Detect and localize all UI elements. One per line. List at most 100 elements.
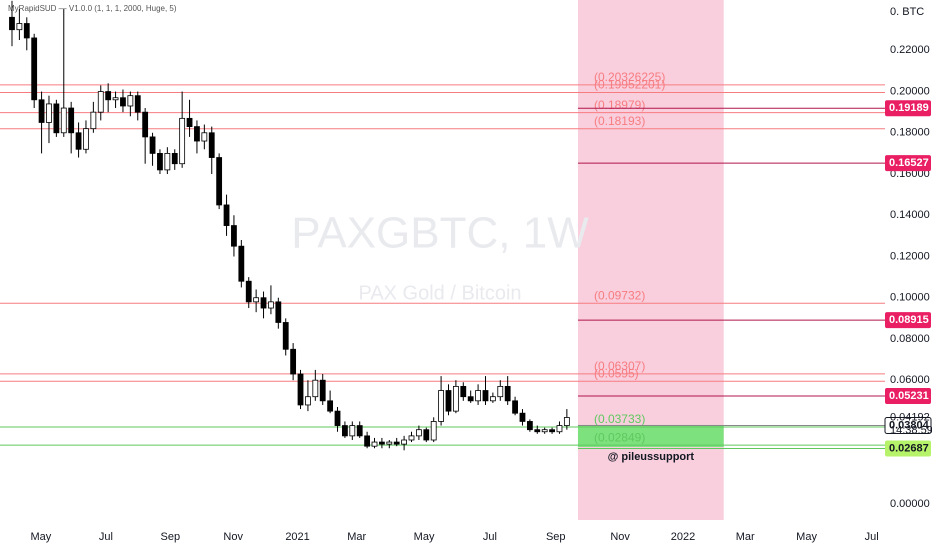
y-tick-label: 0.14000 <box>890 209 930 221</box>
candle-body <box>556 425 563 433</box>
watermark-title: PAXGBTC, 1W <box>291 209 589 258</box>
candle-body <box>297 373 304 406</box>
candle-body <box>23 23 30 39</box>
candle-body <box>415 429 422 437</box>
x-tick-label: May <box>30 531 51 543</box>
candle-body <box>430 421 437 441</box>
price-badge <box>885 312 931 329</box>
x-tick-label: May <box>414 531 435 543</box>
candle-body <box>238 245 245 282</box>
y-tick-label: 0.20000 <box>890 85 930 97</box>
candle-body <box>208 132 215 158</box>
candle-body <box>194 126 200 142</box>
candle-body <box>275 301 282 323</box>
x-tick-label: Sep <box>546 531 566 543</box>
candle-body <box>319 379 326 402</box>
price-badge <box>884 416 932 434</box>
candle-body <box>408 435 415 441</box>
x-tick-label: Mar <box>736 531 755 543</box>
current-price: 0.04192 <box>890 411 930 423</box>
candle-body <box>489 396 496 402</box>
y-tick-label: 0.08000 <box>890 333 930 345</box>
candle-body <box>512 400 518 414</box>
candle-body <box>260 297 267 309</box>
candle-body <box>401 439 408 445</box>
candle-body <box>327 400 334 412</box>
candle-body <box>46 103 52 123</box>
y-tick-label: 0.12000 <box>890 250 930 262</box>
candle-body <box>504 385 511 402</box>
indicator-label: MyRapidSUD — V1.0.0 (1, 1, 1, 2000, Huge… <box>8 4 177 13</box>
x-tick-label: Nov <box>223 531 243 543</box>
x-tick-label: Jul <box>99 531 113 543</box>
candle-body <box>541 429 548 433</box>
level-label: (0.18979) <box>594 98 645 112</box>
candle-body <box>60 107 67 134</box>
candle-body <box>563 417 570 426</box>
level-label: (0.03733) <box>594 412 645 426</box>
candle-body <box>157 153 163 171</box>
candle-body <box>342 425 348 437</box>
candle-body <box>105 91 112 101</box>
zone <box>577 424 724 448</box>
candle-body <box>83 128 89 150</box>
candle-body <box>445 390 452 412</box>
candle-body <box>253 297 260 303</box>
candle-body <box>31 37 38 101</box>
level-label: (0.19952201) <box>594 78 665 92</box>
candle-body <box>452 385 459 412</box>
candle-body <box>120 97 126 107</box>
candle-body <box>164 153 171 171</box>
price-badge-label: 0.19189 <box>889 102 929 114</box>
level-label: (0.06307) <box>594 359 645 373</box>
y-tick-label: 0.10000 <box>890 292 930 304</box>
candle-body <box>186 117 193 127</box>
candle-body <box>423 429 430 441</box>
candle-body <box>38 99 45 123</box>
level-label: (0.18193) <box>594 114 645 128</box>
candle-body <box>282 322 289 350</box>
candle-body <box>53 103 60 134</box>
candle-body <box>9 16 15 31</box>
candle-body <box>349 425 356 437</box>
candle-body <box>438 390 444 422</box>
candle-body <box>312 379 319 398</box>
price-badge <box>885 155 931 172</box>
candle-body <box>549 429 555 433</box>
candle-body <box>364 435 371 447</box>
candle-body <box>534 429 541 433</box>
candle-body <box>482 390 489 402</box>
price-badge <box>885 100 931 117</box>
candle-body <box>290 348 297 375</box>
candle-body <box>467 396 474 402</box>
price-badge <box>885 440 931 457</box>
candle-body <box>223 204 230 226</box>
candle-body <box>171 153 178 165</box>
x-tick-label: Nov <box>610 531 630 543</box>
candle-body <box>268 301 274 309</box>
candle-body <box>356 425 363 437</box>
candle-body <box>526 421 533 431</box>
watermark-subtitle: PAX Gold / Bitcoin <box>358 282 521 304</box>
price-badge-label: 0.05231 <box>889 390 929 402</box>
candle-body <box>90 111 97 130</box>
zones <box>577 0 724 520</box>
candle-body <box>245 280 252 303</box>
candle-body <box>460 385 467 398</box>
candle-body <box>97 91 104 113</box>
x-tick-label: Jul <box>483 531 497 543</box>
candle-body <box>216 157 223 206</box>
candle-body <box>68 107 75 134</box>
annotation: @ pileussupport <box>608 451 695 463</box>
level-label: (0.0595) <box>594 366 639 380</box>
x-tick-label: 2022 <box>671 531 695 543</box>
y-tick-label: 0.22000 <box>890 44 930 56</box>
price-badge-label: 0.03804 <box>889 419 930 431</box>
x-tick-label: May <box>796 531 817 543</box>
candle-body <box>379 441 385 445</box>
candle-body <box>149 136 156 154</box>
candle-body <box>231 225 237 247</box>
candle-body <box>112 97 119 101</box>
level-label: (0.09732) <box>594 288 645 302</box>
